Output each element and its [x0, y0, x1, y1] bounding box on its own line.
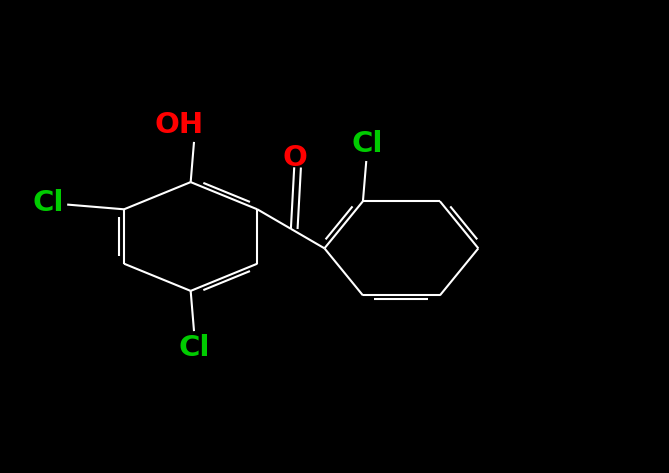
Text: O: O — [282, 144, 308, 172]
Text: OH: OH — [155, 111, 204, 140]
Text: Cl: Cl — [178, 333, 210, 362]
Text: Cl: Cl — [352, 131, 383, 158]
Text: Cl: Cl — [33, 189, 64, 217]
